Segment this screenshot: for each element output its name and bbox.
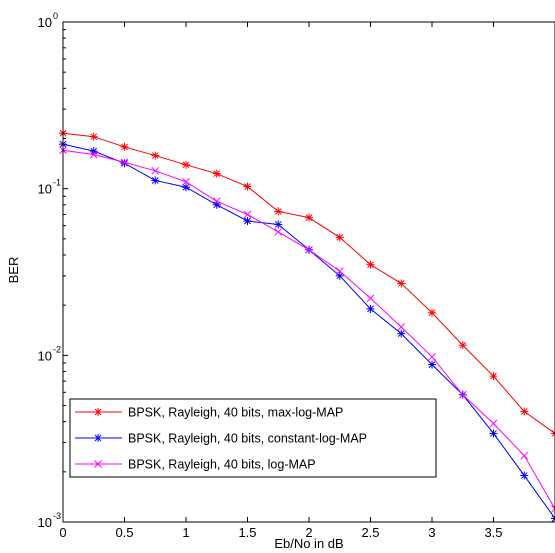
x-tick-label-3: 1.5: [238, 525, 256, 540]
y-tick-label-0: 10: [38, 15, 52, 30]
data-point-s0-14: [489, 372, 498, 381]
legend-marker-2: [94, 460, 102, 468]
data-point-s1-10: [366, 304, 375, 313]
data-point-s0-6: [243, 182, 252, 191]
data-point-s0-10: [366, 260, 375, 269]
data-point-s2-11: [397, 323, 406, 331]
data-point-s2-10: [366, 294, 375, 303]
data-point-s0-7: [274, 207, 283, 216]
data-point-s2-13: [458, 390, 467, 399]
data-point-s1-15: [520, 471, 529, 480]
y-axis-label: BER: [6, 257, 21, 284]
data-point-s0-4: [182, 160, 190, 169]
series-layer: [59, 129, 555, 523]
data-point-s1-12: [428, 360, 436, 369]
y-tick-label-2: 10: [38, 348, 52, 363]
data-point-s0-15: [520, 407, 529, 416]
data-point-s0-8: [305, 213, 313, 222]
data-point-s0-12: [428, 308, 436, 317]
data-point-s2-2: [120, 158, 129, 167]
y-tick-exp-1: -1: [53, 178, 61, 188]
data-point-s2-16: [551, 504, 555, 513]
x-tick-label-7: 3.5: [484, 525, 502, 540]
x-tick-label-4: 2: [305, 525, 312, 540]
legend-label-2: BPSK, Rayleigh, 40 bits, log-MAP: [128, 458, 316, 472]
legend-label-1: BPSK, Rayleigh, 40 bits, constant-log-MA…: [128, 432, 367, 446]
x-tick-label-5: 2.5: [361, 525, 379, 540]
data-point-s0-2: [120, 142, 129, 151]
data-point-s0-3: [151, 151, 160, 160]
data-point-s0-1: [89, 132, 98, 141]
legend: BPSK, Rayleigh, 40 bits, max-log-MAP BPSK…: [69, 398, 437, 478]
x-tick-label-1: 0.5: [115, 525, 133, 540]
data-point-s1-4: [182, 183, 190, 192]
data-point-s2-4: [182, 177, 190, 186]
data-point-s0-16: [551, 429, 555, 438]
x-tick-label-2: 1: [182, 525, 189, 540]
data-point-s0-9: [335, 233, 344, 242]
legend-label-0: BPSK, Rayleigh, 40 bits, max-log-MAP: [128, 406, 343, 420]
y-tick-label-1: 10: [38, 182, 52, 197]
data-point-s1-14: [489, 429, 498, 438]
data-point-s2-15: [520, 451, 529, 460]
legend-box: [69, 398, 437, 478]
data-point-s2-8: [305, 245, 313, 254]
legend-marker-0: [94, 408, 102, 416]
data-point-s1-6: [243, 216, 252, 225]
data-point-s1-3: [151, 176, 160, 185]
data-point-s2-14: [489, 419, 498, 428]
y-tick-exp-3: -3: [53, 511, 61, 521]
series-line-0: [62, 132, 555, 434]
y-tick-label-3: 10: [38, 515, 52, 530]
y-tick-exp-2: -2: [53, 344, 61, 354]
data-point-s2-6: [243, 210, 252, 219]
data-point-s0-13: [458, 341, 467, 350]
x-axis-label: Eb/No in dB: [274, 536, 343, 551]
data-point-s1-11: [397, 329, 406, 338]
data-point-s0-5: [212, 169, 221, 178]
data-point-s1-7: [274, 220, 283, 229]
y-tick-exp-0: 0: [53, 11, 58, 21]
data-point-s2-12: [428, 352, 436, 361]
data-point-s2-1: [89, 150, 98, 159]
x-tick-label-0: 0: [59, 525, 66, 540]
data-point-s0-11: [397, 279, 406, 288]
data-point-s2-7: [274, 228, 283, 236]
legend-marker-1: [94, 434, 102, 442]
data-point-s2-9: [335, 267, 344, 275]
x-tick-label-6: 3: [428, 525, 435, 540]
data-point-s2-5: [212, 197, 221, 206]
data-point-s1-16: [551, 514, 555, 523]
data-point-s2-3: [151, 166, 160, 175]
